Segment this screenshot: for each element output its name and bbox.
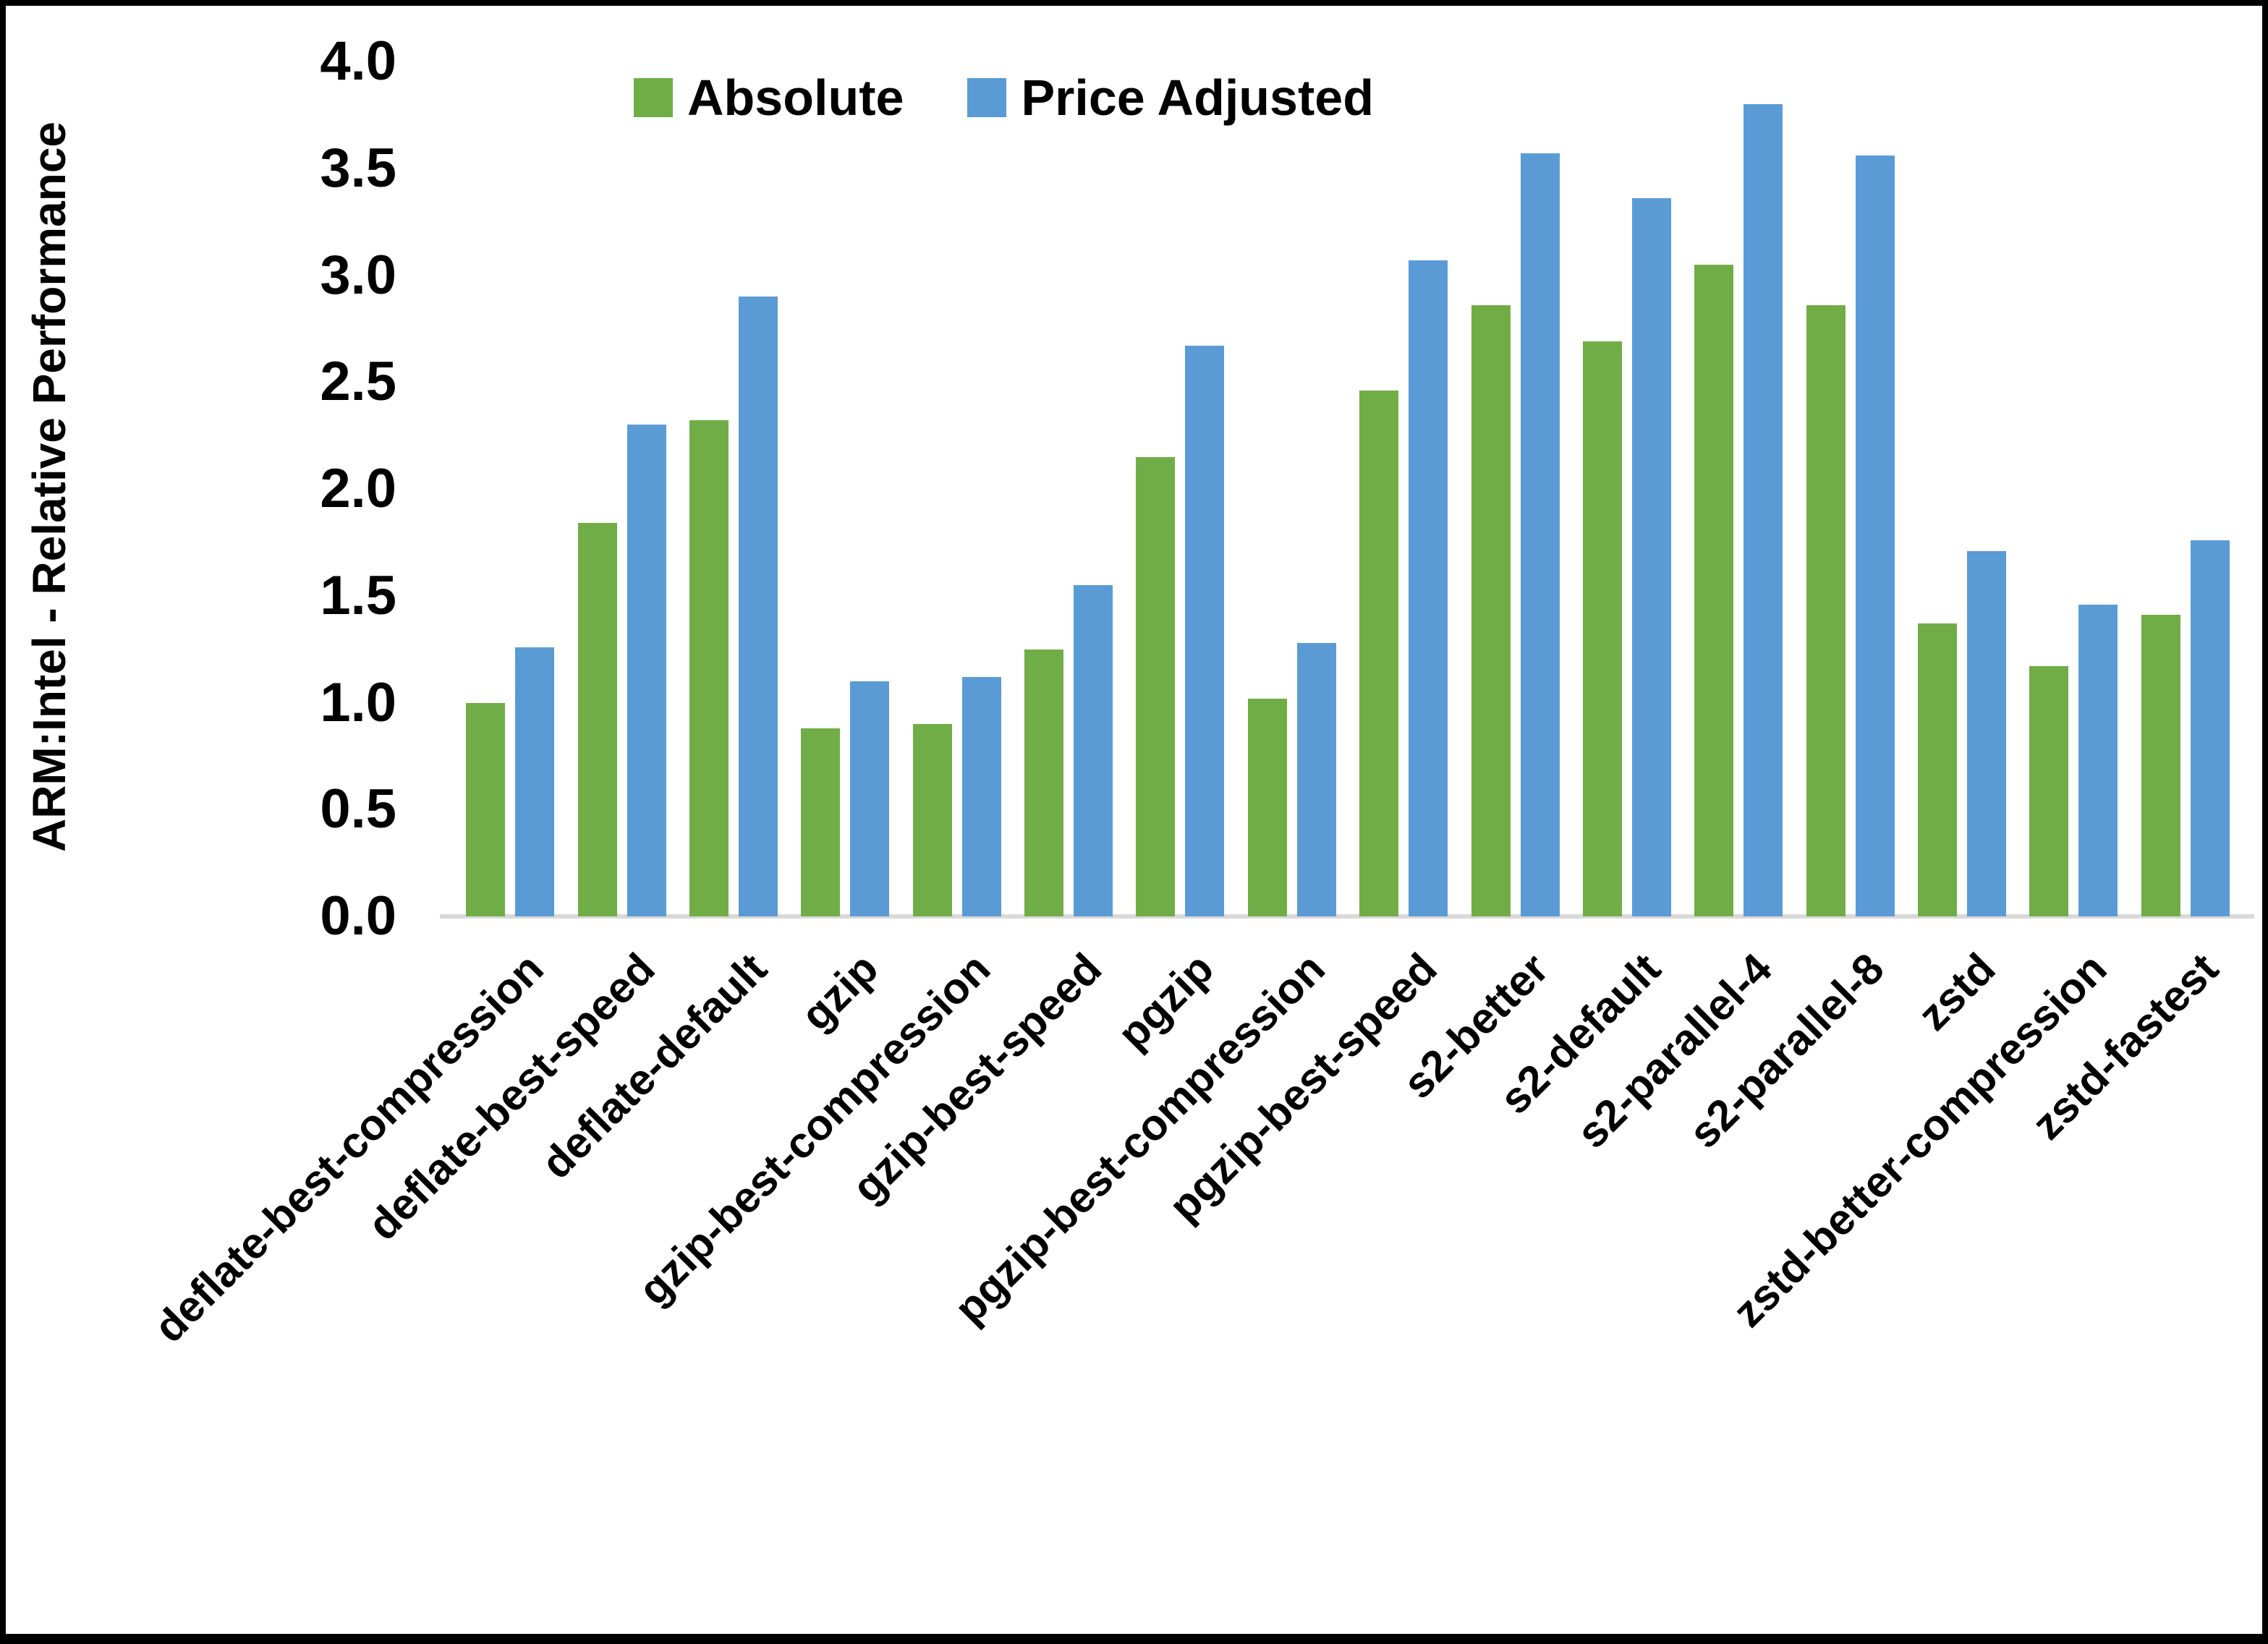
bar-absolute-s2-better (1471, 304, 1511, 916)
x-category-label: zstd (1908, 944, 2005, 1040)
bar-price-adjusted-s2-better (1520, 153, 1560, 916)
y-tick-label: 2.5 (320, 351, 396, 413)
bar-absolute-s2-parallel-8 (1806, 304, 1846, 916)
bar-price-adjusted-deflate-default (738, 297, 778, 916)
bar-absolute-gzip (801, 728, 841, 916)
bar-price-adjusted-zstd (1967, 550, 2007, 916)
legend-item-price-adjusted: Price Adjusted (967, 72, 1374, 123)
legend-swatch-absolute (634, 78, 673, 117)
legend-label-price-adjusted: Price Adjusted (1021, 69, 1374, 126)
x-category-label: gzip (791, 944, 888, 1040)
y-tick-label: 1.0 (320, 671, 396, 733)
y-tick-label: 4.0 (320, 30, 396, 92)
bar-absolute-zstd-better-compression (2029, 666, 2069, 916)
bar-absolute-pgzip (1136, 456, 1176, 916)
bar-absolute-s2-parallel-4 (1694, 264, 1734, 916)
y-tick-label: 0.5 (320, 778, 396, 840)
y-tick-label: 2.0 (320, 458, 396, 519)
bar-price-adjusted-s2-parallel-8 (1855, 156, 1895, 916)
bar-price-adjusted-gzip-best-speed (1074, 584, 1113, 916)
y-tick-label: 3.0 (320, 244, 396, 306)
bar-absolute-zstd-fastest (2141, 615, 2180, 916)
y-tick-label: 3.5 (320, 137, 396, 199)
bar-absolute-pgzip-best-compression (1247, 698, 1287, 916)
bar-price-adjusted-pgzip-best-compression (1296, 642, 1336, 916)
bar-price-adjusted-pgzip-best-speed (1409, 260, 1448, 916)
bar-price-adjusted-gzip-best-compression (961, 677, 1001, 916)
legend-item-absolute: Absolute (634, 72, 904, 123)
legend-label-absolute: Absolute (687, 69, 904, 126)
legend-swatch-price-adjusted (967, 78, 1007, 117)
bar-price-adjusted-gzip (850, 681, 890, 916)
bar-price-adjusted-deflate-best-compression (515, 647, 555, 916)
bar-price-adjusted-zstd-better-compression (2078, 604, 2118, 916)
y-axis-title: ARM:Intel - Relative Performance (23, 121, 75, 853)
bar-price-adjusted-deflate-best-speed (627, 425, 666, 916)
bar-price-adjusted-zstd-fastest (2190, 540, 2230, 916)
x-axis-line (440, 914, 2254, 919)
bar-absolute-zstd (1918, 623, 1958, 916)
bar-price-adjusted-s2-default (1631, 198, 1671, 916)
legend: Absolute Price Adjusted (634, 72, 1374, 123)
bar-absolute-gzip-best-compression (912, 724, 952, 916)
y-tick-label: 1.5 (320, 564, 396, 626)
y-tick-label: 0.0 (320, 885, 396, 947)
bar-absolute-deflate-default (689, 420, 729, 916)
bar-absolute-deflate-best-speed (577, 523, 617, 916)
bar-absolute-s2-default (1582, 341, 1622, 916)
bar-absolute-gzip-best-speed (1024, 649, 1064, 916)
bar-absolute-deflate-best-compression (466, 702, 506, 916)
bar-price-adjusted-pgzip (1185, 346, 1225, 916)
bar-price-adjusted-s2-parallel-4 (1744, 104, 1783, 916)
bar-absolute-pgzip-best-speed (1359, 391, 1399, 916)
